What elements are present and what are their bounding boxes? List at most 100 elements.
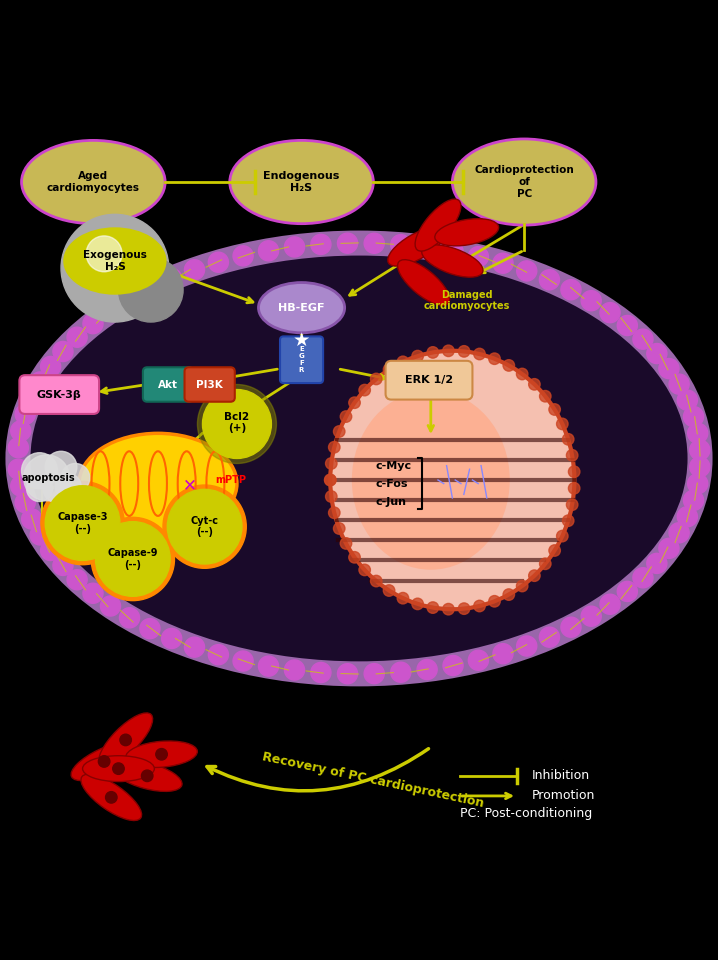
Text: c-Fos: c-Fos — [376, 479, 408, 489]
Circle shape — [329, 507, 340, 518]
Circle shape — [22, 453, 57, 489]
Text: Cardioprotection
of
PC: Cardioprotection of PC — [475, 165, 574, 199]
Circle shape — [83, 584, 103, 603]
Circle shape — [333, 523, 345, 535]
Circle shape — [561, 279, 581, 300]
Circle shape — [569, 466, 580, 477]
Circle shape — [562, 515, 574, 526]
Circle shape — [24, 455, 70, 501]
Ellipse shape — [81, 774, 141, 821]
Text: Aged
cardiomyocytes: Aged cardiomyocytes — [47, 171, 140, 193]
Circle shape — [359, 384, 370, 396]
Circle shape — [325, 474, 336, 486]
Circle shape — [669, 374, 689, 395]
Circle shape — [30, 525, 50, 545]
Circle shape — [329, 442, 340, 453]
Circle shape — [567, 449, 578, 461]
Text: mPTP: mPTP — [215, 475, 246, 485]
Circle shape — [55, 473, 81, 499]
Ellipse shape — [65, 228, 165, 294]
Ellipse shape — [112, 760, 182, 791]
Circle shape — [688, 473, 708, 493]
Circle shape — [443, 656, 463, 676]
Circle shape — [443, 345, 454, 356]
Circle shape — [197, 385, 276, 464]
Text: ✕: ✕ — [183, 476, 197, 494]
Circle shape — [163, 485, 246, 568]
Circle shape — [83, 314, 103, 334]
Circle shape — [340, 538, 352, 549]
Circle shape — [86, 236, 122, 272]
Text: Cyt-c
(--): Cyt-c (--) — [191, 516, 218, 538]
Circle shape — [468, 247, 488, 267]
Circle shape — [370, 575, 382, 587]
Ellipse shape — [352, 391, 510, 569]
Circle shape — [517, 261, 537, 281]
Circle shape — [119, 289, 139, 309]
Circle shape — [427, 602, 439, 613]
Circle shape — [15, 404, 35, 424]
Circle shape — [53, 342, 73, 362]
Circle shape — [669, 522, 689, 542]
Text: ★: ★ — [293, 330, 310, 349]
Circle shape — [503, 588, 515, 600]
Text: Promotion: Promotion — [531, 789, 595, 803]
Circle shape — [45, 486, 120, 561]
Circle shape — [325, 458, 337, 469]
Circle shape — [208, 252, 228, 273]
Circle shape — [383, 364, 395, 375]
Circle shape — [98, 756, 110, 767]
FancyBboxPatch shape — [386, 361, 472, 399]
Circle shape — [391, 234, 411, 254]
Circle shape — [600, 594, 620, 614]
Circle shape — [349, 552, 360, 564]
Circle shape — [337, 663, 358, 684]
Text: E
G
F
R: E G F R — [299, 346, 304, 372]
Circle shape — [325, 491, 337, 502]
Circle shape — [325, 474, 336, 486]
Ellipse shape — [415, 199, 461, 252]
Circle shape — [528, 570, 540, 582]
Circle shape — [106, 792, 117, 804]
Circle shape — [458, 603, 470, 614]
Text: c-Myc: c-Myc — [376, 461, 411, 470]
Circle shape — [581, 606, 601, 626]
Circle shape — [95, 521, 170, 596]
Circle shape — [493, 643, 513, 663]
Circle shape — [30, 372, 50, 392]
Circle shape — [15, 492, 35, 513]
Circle shape — [427, 347, 439, 358]
Circle shape — [443, 604, 454, 615]
Circle shape — [120, 734, 131, 746]
Circle shape — [311, 662, 331, 683]
Circle shape — [22, 509, 42, 529]
Circle shape — [43, 474, 72, 503]
Ellipse shape — [435, 219, 498, 246]
Circle shape — [337, 233, 358, 253]
Text: ERK 1/2: ERK 1/2 — [405, 375, 454, 385]
Circle shape — [633, 329, 653, 349]
Circle shape — [141, 770, 153, 781]
Circle shape — [101, 596, 121, 616]
Circle shape — [647, 553, 667, 573]
Ellipse shape — [330, 350, 574, 610]
Circle shape — [633, 567, 653, 588]
Circle shape — [53, 556, 73, 575]
Circle shape — [549, 404, 560, 416]
Circle shape — [600, 302, 620, 323]
Circle shape — [468, 650, 488, 670]
Circle shape — [690, 440, 710, 460]
Circle shape — [567, 499, 578, 511]
Text: Inhibition: Inhibition — [531, 769, 589, 782]
Circle shape — [684, 491, 704, 511]
Circle shape — [516, 580, 528, 591]
Circle shape — [677, 507, 697, 527]
Circle shape — [67, 569, 87, 589]
Ellipse shape — [258, 282, 345, 333]
Circle shape — [539, 391, 551, 402]
Circle shape — [684, 406, 704, 426]
Circle shape — [41, 540, 61, 561]
Circle shape — [101, 300, 121, 321]
Circle shape — [91, 517, 174, 601]
Circle shape — [284, 237, 304, 257]
